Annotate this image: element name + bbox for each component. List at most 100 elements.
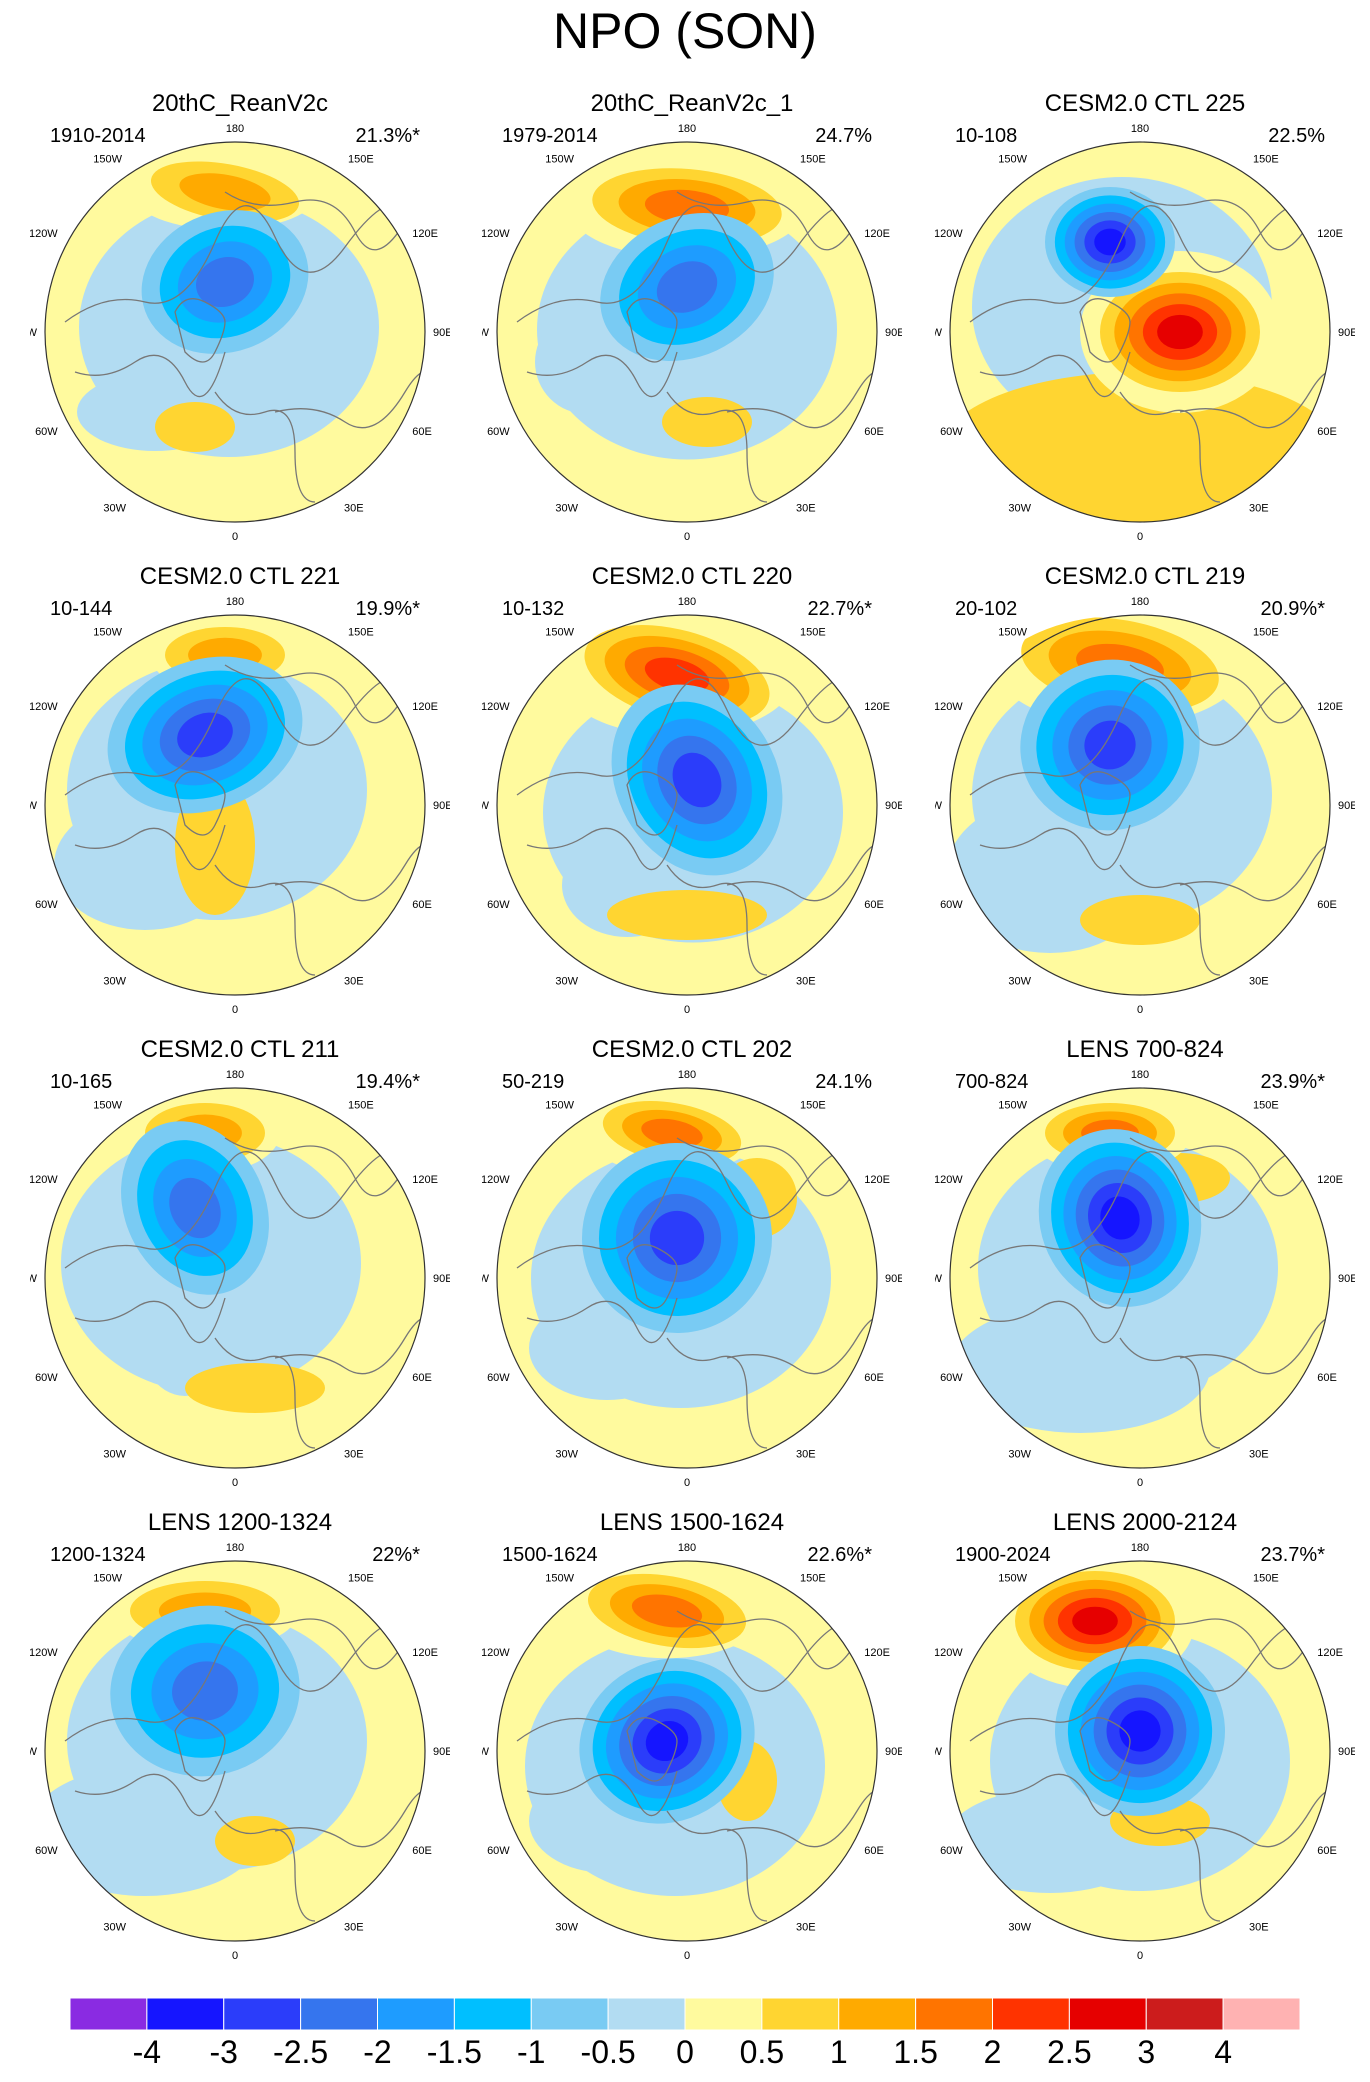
negative-lobe [141, 210, 309, 354]
colorbar-tick-label: 2 [983, 2034, 1002, 2070]
panel-title: 20thC_ReanV2c_1 [590, 90, 794, 117]
panel-title: CESM2.0 CTL 220 [591, 563, 793, 590]
longitude-label: 60E [412, 1845, 432, 1857]
longitude-label: 60E [864, 1845, 884, 1857]
panel-period: 50-219 [502, 1071, 565, 1093]
longitude-label: 60E [412, 1372, 432, 1384]
panel-title: CESM2.0 CTL 219 [1044, 563, 1246, 590]
colorbar-tick-label: -4 [132, 2034, 162, 2070]
colorbar-bin [223, 1998, 302, 2031]
longitude-label: 120W [935, 1647, 963, 1659]
longitude-label: 120W [482, 1647, 510, 1659]
longitude-label: 90W [935, 800, 943, 812]
longitude-label: 0 [232, 1004, 238, 1016]
longitude-label: 90E [1338, 327, 1355, 339]
longitude-label: 60E [864, 426, 884, 438]
colorbar-bin [838, 1998, 917, 2031]
longitude-label: 150E [1253, 1100, 1279, 1112]
longitude-label: 150W [998, 1573, 1027, 1585]
polar-map: 180 150W 150E 120W 120E 90W 90E 60W 60E 30W 30E 0 [935, 123, 1355, 543]
longitude-label: 60W [940, 1372, 963, 1384]
longitude-label: 60W [35, 899, 58, 911]
longitude-label: 90W [482, 327, 490, 339]
longitude-label: 60E [1317, 1845, 1337, 1857]
colorbar-tick-label: 1.5 [893, 2034, 938, 2070]
negative-lobe [1045, 187, 1175, 297]
polar-map: 180 150W 150E 120W 120E 90W 90E 60W 60E 30W 30E 0 [30, 123, 450, 543]
panel-title: LENS 2000-2124 [1052, 1509, 1238, 1536]
longitude-label: 60W [487, 899, 510, 911]
longitude-label: 120E [864, 1174, 890, 1186]
coastlines [516, 1137, 877, 1449]
longitude-label: 150E [348, 1573, 374, 1585]
colorbar-bin [684, 1998, 763, 2031]
longitude-label: 0 [232, 1950, 238, 1962]
longitude-label: 0 [232, 1477, 238, 1489]
positive-region [662, 397, 752, 447]
map-panel: LENS 2000-2124 1900-2024 23.7%* 180 150W 150E… [935, 1509, 1355, 1979]
panel-variance: 19.4%* [355, 1071, 421, 1093]
longitude-label: 150W [93, 1100, 122, 1112]
longitude-label: 150E [1253, 154, 1279, 166]
longitude-label: 120W [30, 701, 58, 713]
coastlines [969, 1137, 1330, 1449]
longitude-label: 90W [935, 1746, 943, 1758]
longitude-label: 30E [796, 975, 816, 987]
longitude-label: 150W [545, 1100, 574, 1112]
map-rim [949, 1560, 1331, 1942]
longitude-label: 30E [344, 1921, 364, 1933]
longitude-label: 120E [412, 1647, 438, 1659]
colorbar-tick-label: -3 [209, 2034, 238, 2070]
map-panel: CESM2.0 CTL 211 10-165 19.4%* 180 150W 150E 12… [30, 1036, 450, 1506]
longitude-label: 30E [344, 502, 364, 514]
longitude-label: 150E [348, 627, 374, 639]
longitude-label: 30E [796, 1448, 816, 1460]
polar-map: 180 150W 150E 120W 120E 90W 90E 60W 60E 30W 30E 0 [482, 596, 902, 1016]
longitude-label: 90E [433, 1746, 450, 1758]
panel-variance: 24.1% [815, 1071, 872, 1093]
longitude-label: 90W [935, 1273, 943, 1285]
colorbar-tick-label: 3 [1137, 2034, 1156, 2070]
longitude-label: 180 [678, 596, 696, 608]
colorbar-tick-label: 0 [676, 2034, 694, 2070]
polar-map: 180 150W 150E 120W 120E 90W 90E 60W 60E 30W 30E 0 [935, 596, 1355, 1016]
colorbar-bin [146, 1998, 225, 2031]
panel-period: 10-132 [502, 598, 565, 620]
map-rim [496, 614, 878, 996]
longitude-label: 60W [487, 426, 510, 438]
longitude-label: 30W [103, 1921, 126, 1933]
panel-title: 20thC_ReanV2c [151, 90, 329, 117]
longitude-label: 90E [433, 800, 450, 812]
longitude-label: 30E [796, 502, 816, 514]
longitude-label: 90E [885, 327, 902, 339]
panel-title: CESM2.0 CTL 211 [140, 1036, 340, 1063]
panel-variance: 24.7% [815, 125, 872, 147]
longitude-label: 180 [678, 1542, 696, 1554]
longitude-label: 120W [30, 228, 58, 240]
longitude-label: 180 [226, 1542, 244, 1554]
longitude-label: 180 [1131, 1542, 1149, 1554]
map-panel: LENS 700-824 700-824 23.9%* 180 150W 150E 120W… [935, 1036, 1355, 1506]
longitude-label: 30E [1249, 1448, 1269, 1460]
polar-map: 180 150W 150E 120W 120E 90W 90E 60W 60E 30W 30E 0 [482, 1542, 902, 1962]
colorbar-tick-label: -1 [517, 2034, 546, 2070]
longitude-label: 120W [482, 701, 510, 713]
map-panel: 20thC_ReanV2c 1910-2014 21.3%* 180 150W 150E 1… [30, 90, 450, 560]
map-rim [496, 1560, 878, 1942]
longitude-label: 120W [482, 1174, 510, 1186]
longitude-label: 120E [864, 701, 890, 713]
positive-lobe [567, 1563, 767, 1659]
longitude-label: 30W [103, 502, 126, 514]
panel-period: 1900-2024 [955, 1544, 1051, 1566]
map-rim [496, 141, 878, 523]
longitude-label: 60E [1317, 899, 1337, 911]
longitude-label: 90E [885, 1746, 902, 1758]
longitude-label: 120W [482, 228, 510, 240]
colorbar-tick-label: -0.5 [580, 2034, 636, 2070]
longitude-label: 60E [1317, 1372, 1337, 1384]
panel-variance: 22%* [372, 1544, 420, 1566]
longitude-label: 0 [684, 1004, 690, 1016]
map-rim [44, 1560, 426, 1942]
longitude-label: 60E [864, 899, 884, 911]
longitude-label: 150E [348, 154, 374, 166]
